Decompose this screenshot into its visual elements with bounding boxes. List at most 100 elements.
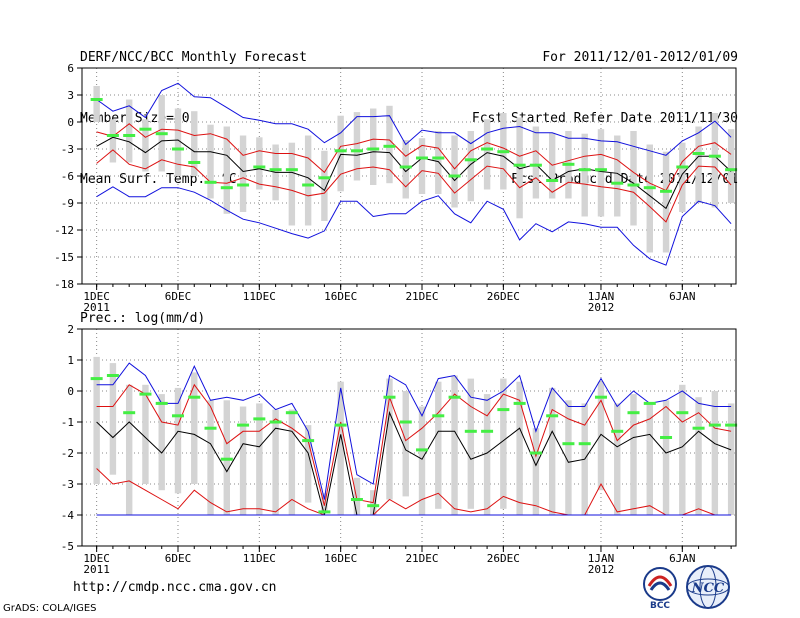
ensemble-box [370, 108, 377, 185]
y-tick-label: 2 [67, 323, 74, 336]
ensemble-box [435, 381, 442, 509]
median-marker [399, 420, 412, 424]
y-tick-label: -15 [54, 251, 74, 264]
y-tick-label: -12 [54, 224, 74, 237]
ensemble-box [337, 381, 344, 515]
bcc-logo: BCC [643, 567, 677, 611]
ensemble-box [614, 403, 621, 515]
ensemble-box [93, 86, 100, 122]
y-tick-label: -3 [61, 478, 74, 491]
ensemble-box [304, 425, 312, 503]
ensemble-box [711, 391, 719, 515]
ensemble-box [321, 493, 328, 512]
ensemble-box [662, 151, 670, 253]
median-marker [464, 158, 477, 162]
forecast-period-label: For 2011/12/01-2012/01/09 [542, 50, 738, 65]
ensemble-box [597, 381, 605, 491]
median-marker [237, 423, 250, 427]
y-tick-label: -4 [61, 509, 75, 522]
median-marker [383, 395, 396, 399]
median-marker [155, 132, 168, 136]
website-url[interactable]: http://cmdp.ncc.cma.gov.cn [73, 580, 277, 595]
ensemble-box [239, 135, 247, 212]
median-marker [660, 189, 673, 193]
median-marker [220, 457, 233, 461]
ensemble-box [451, 135, 458, 208]
ensemble-box [174, 387, 182, 494]
ensemble-box [483, 394, 491, 515]
median-marker [155, 401, 168, 405]
median-marker [676, 165, 689, 169]
ensemble-box [272, 409, 279, 515]
median-marker [432, 414, 445, 418]
median-marker [188, 161, 201, 164]
x-tick-year: 2012 [588, 301, 615, 314]
x-tick-label: 26DEC [487, 552, 520, 565]
median-marker [627, 411, 640, 415]
median-marker [562, 442, 575, 446]
median-marker [660, 436, 673, 439]
ensemble-box [239, 406, 247, 515]
x-tick-label: 11DEC [243, 290, 276, 303]
ensemble-box [125, 384, 133, 515]
ensemble-box [532, 126, 540, 199]
median-marker [171, 147, 184, 151]
median-marker [497, 408, 510, 412]
grads-credit: GrADS: COLA/IGES [3, 603, 97, 614]
y-tick-label: 3 [67, 89, 74, 102]
ensemble-box [321, 150, 328, 221]
median-marker [383, 144, 396, 148]
ensemble-box [695, 126, 702, 203]
y-tick-label: -6 [61, 170, 74, 183]
x-tick-year: 2011 [83, 563, 110, 576]
ensemble-box [174, 108, 182, 176]
median-marker [334, 423, 347, 427]
ensemble-minimum-line [96, 82, 732, 156]
median-marker [594, 168, 607, 172]
logos: BCC NCC [643, 565, 730, 611]
median-marker [676, 411, 689, 415]
median-marker [318, 510, 331, 514]
median-marker [302, 439, 315, 443]
y-tick-label: -3 [61, 143, 74, 156]
median-marker [708, 154, 721, 158]
median-marker [350, 149, 363, 153]
ensemble-box [256, 403, 263, 515]
median-marker [399, 165, 412, 169]
ensemble-box [630, 394, 637, 515]
x-tick-year: 2012 [588, 563, 615, 576]
median-marker [643, 186, 656, 190]
ensemble-box [467, 131, 475, 202]
lower-inner-line [96, 149, 732, 223]
ensemble-box [125, 99, 133, 163]
median-marker [513, 163, 526, 167]
median-marker [643, 401, 656, 405]
ensemble-mean-line [96, 410, 732, 516]
x-tick-label: 21DEC [405, 290, 438, 303]
lower-inner-line [96, 468, 732, 516]
ensemble-box [662, 400, 670, 515]
ensemble-box [142, 384, 149, 484]
ensemble-box [109, 119, 117, 163]
x-tick-label: 16DEC [324, 552, 357, 565]
median-marker [578, 442, 591, 446]
median-marker [188, 395, 201, 399]
upper-inner-line [96, 123, 732, 192]
y-tick-label: 0 [67, 385, 74, 398]
ensemble-box [467, 378, 475, 509]
ensemble-mean-line [96, 136, 732, 210]
ensemble-box [418, 138, 426, 194]
median-marker [529, 451, 542, 455]
ensemble-box [207, 124, 214, 199]
ensemble-box [353, 477, 361, 515]
ensemble-box [500, 378, 507, 509]
ensemble-box [223, 126, 230, 214]
median-marker [611, 429, 624, 433]
x-tick-label: 1DEC [83, 290, 110, 303]
x-tick-label: 6DEC [165, 552, 192, 565]
ensemble-box [548, 387, 556, 515]
median-marker [334, 149, 347, 153]
ensemble-box [646, 144, 653, 253]
